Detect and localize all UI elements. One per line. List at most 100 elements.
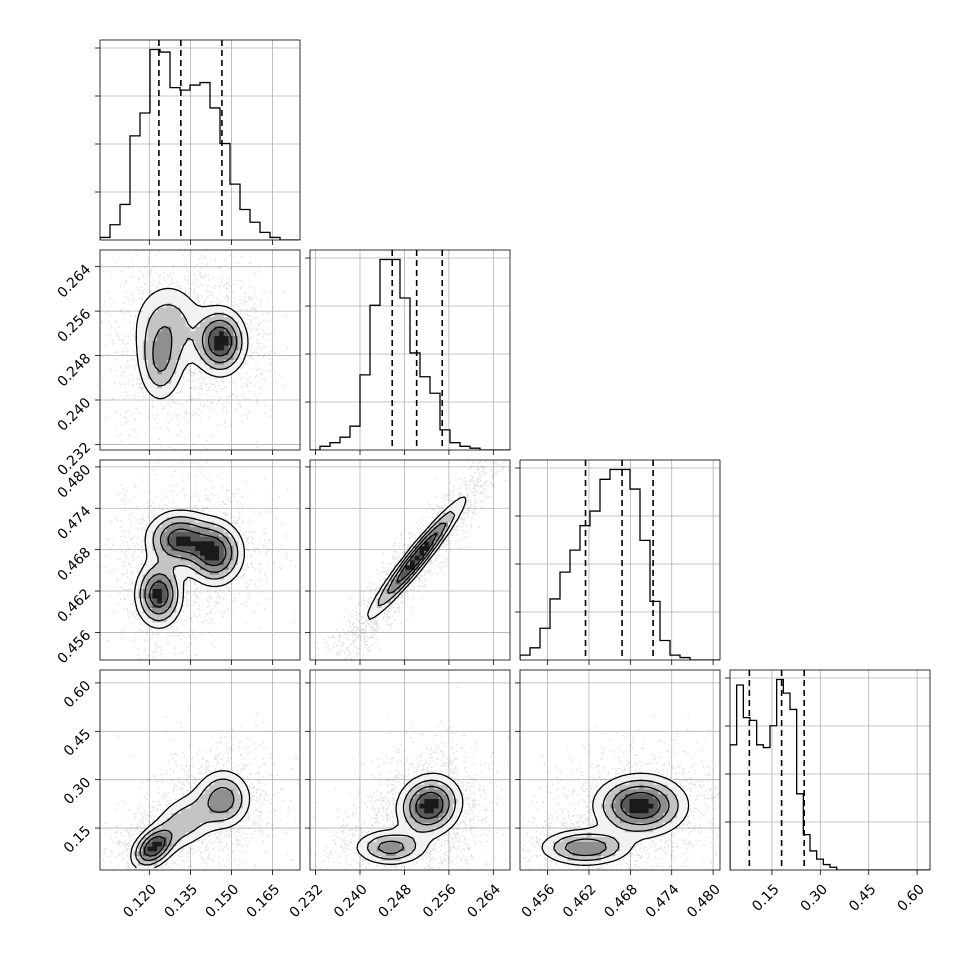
density-cell xyxy=(634,808,640,814)
density-cell xyxy=(228,350,234,356)
density-cell xyxy=(677,803,683,809)
density-cell xyxy=(667,779,673,785)
density-cell xyxy=(152,378,158,384)
density-cell xyxy=(209,521,215,528)
density-cell xyxy=(166,550,172,556)
y-tick-label: 0.248 xyxy=(55,351,95,391)
density-cell xyxy=(166,822,172,828)
density-cell xyxy=(600,836,607,842)
density-cell xyxy=(600,784,607,790)
density-cell xyxy=(620,793,626,799)
density-cell xyxy=(615,803,621,809)
density-cell xyxy=(228,326,234,332)
density-cell xyxy=(600,850,607,857)
density-cell xyxy=(233,536,239,542)
contour-level-2 xyxy=(152,319,238,373)
density-cell xyxy=(615,822,621,828)
density-cell xyxy=(610,803,616,809)
density-cell xyxy=(195,789,201,795)
density-cell xyxy=(610,836,616,842)
density-cell xyxy=(643,817,649,823)
density-cell xyxy=(209,574,215,580)
density-cell xyxy=(180,335,187,341)
density-cell xyxy=(142,836,149,842)
density-cell xyxy=(219,536,225,542)
density-cell xyxy=(677,812,683,819)
density-cell xyxy=(677,817,683,823)
density-cell xyxy=(448,793,454,799)
joint-panel-3-2 xyxy=(515,669,721,875)
density-cell xyxy=(443,817,449,823)
density-cell xyxy=(223,569,229,575)
density-cell xyxy=(233,321,239,327)
density-cell xyxy=(429,536,435,542)
density-cell xyxy=(662,817,669,823)
density-cell xyxy=(596,808,602,814)
density-cell xyxy=(161,550,168,556)
density-cell xyxy=(176,602,182,609)
density-cell xyxy=(238,340,244,346)
density-cell xyxy=(133,855,139,861)
density-cell xyxy=(443,774,449,780)
density-cell xyxy=(424,793,430,799)
density-cell xyxy=(400,560,406,566)
density-cell xyxy=(142,607,149,613)
density-cell xyxy=(176,297,182,303)
density-cell xyxy=(600,827,607,833)
density-cell xyxy=(586,855,592,861)
density-cell xyxy=(195,311,201,318)
density-cell xyxy=(180,364,187,370)
density-cell xyxy=(600,822,607,828)
density-cell xyxy=(214,316,220,322)
density-cell xyxy=(410,822,416,828)
density-cell xyxy=(233,311,239,318)
density-cell xyxy=(433,545,439,551)
density-cell xyxy=(572,846,578,852)
density-cell xyxy=(204,521,210,528)
density-cell xyxy=(209,774,215,780)
density-cell xyxy=(681,812,688,819)
density-cell xyxy=(228,798,234,804)
density-cell xyxy=(658,817,664,823)
density-cell xyxy=(214,526,220,532)
density-cell xyxy=(147,388,153,394)
density-cell xyxy=(390,831,397,838)
density-cell xyxy=(190,307,196,313)
density-cell xyxy=(553,846,559,852)
density-cell xyxy=(195,793,201,799)
density-cell xyxy=(147,860,153,866)
density-cell xyxy=(429,526,435,532)
density-cell xyxy=(615,798,621,804)
density-cell xyxy=(634,827,640,833)
density-cell xyxy=(400,812,406,819)
density-cell xyxy=(176,560,182,566)
density-cell xyxy=(147,536,153,542)
density-cell xyxy=(620,784,626,790)
density-cell xyxy=(223,359,229,365)
density-cell xyxy=(157,321,163,327)
density-cell xyxy=(653,774,659,780)
density-cell xyxy=(443,822,449,828)
density-cell xyxy=(185,517,191,523)
density-cell xyxy=(219,564,225,570)
density-cell xyxy=(639,779,645,785)
density-cell xyxy=(209,517,215,523)
density-cell xyxy=(424,841,430,847)
density-cell xyxy=(157,621,163,628)
density-cell xyxy=(410,841,416,847)
density-cell xyxy=(152,521,158,528)
contour-level-1 xyxy=(553,779,679,861)
density-cell xyxy=(405,808,411,814)
density-cell xyxy=(615,841,621,847)
density-cell xyxy=(157,831,163,838)
density-cell xyxy=(200,798,206,804)
density-cell xyxy=(610,793,616,799)
density-cell xyxy=(414,560,420,566)
contour-level-2 xyxy=(377,785,450,855)
density-cell xyxy=(219,330,225,337)
density-cell xyxy=(620,822,626,828)
panel-frame xyxy=(519,459,721,661)
density-cell xyxy=(171,330,177,337)
density-cell xyxy=(214,330,220,337)
x-tick-label: 0.60 xyxy=(894,881,927,914)
